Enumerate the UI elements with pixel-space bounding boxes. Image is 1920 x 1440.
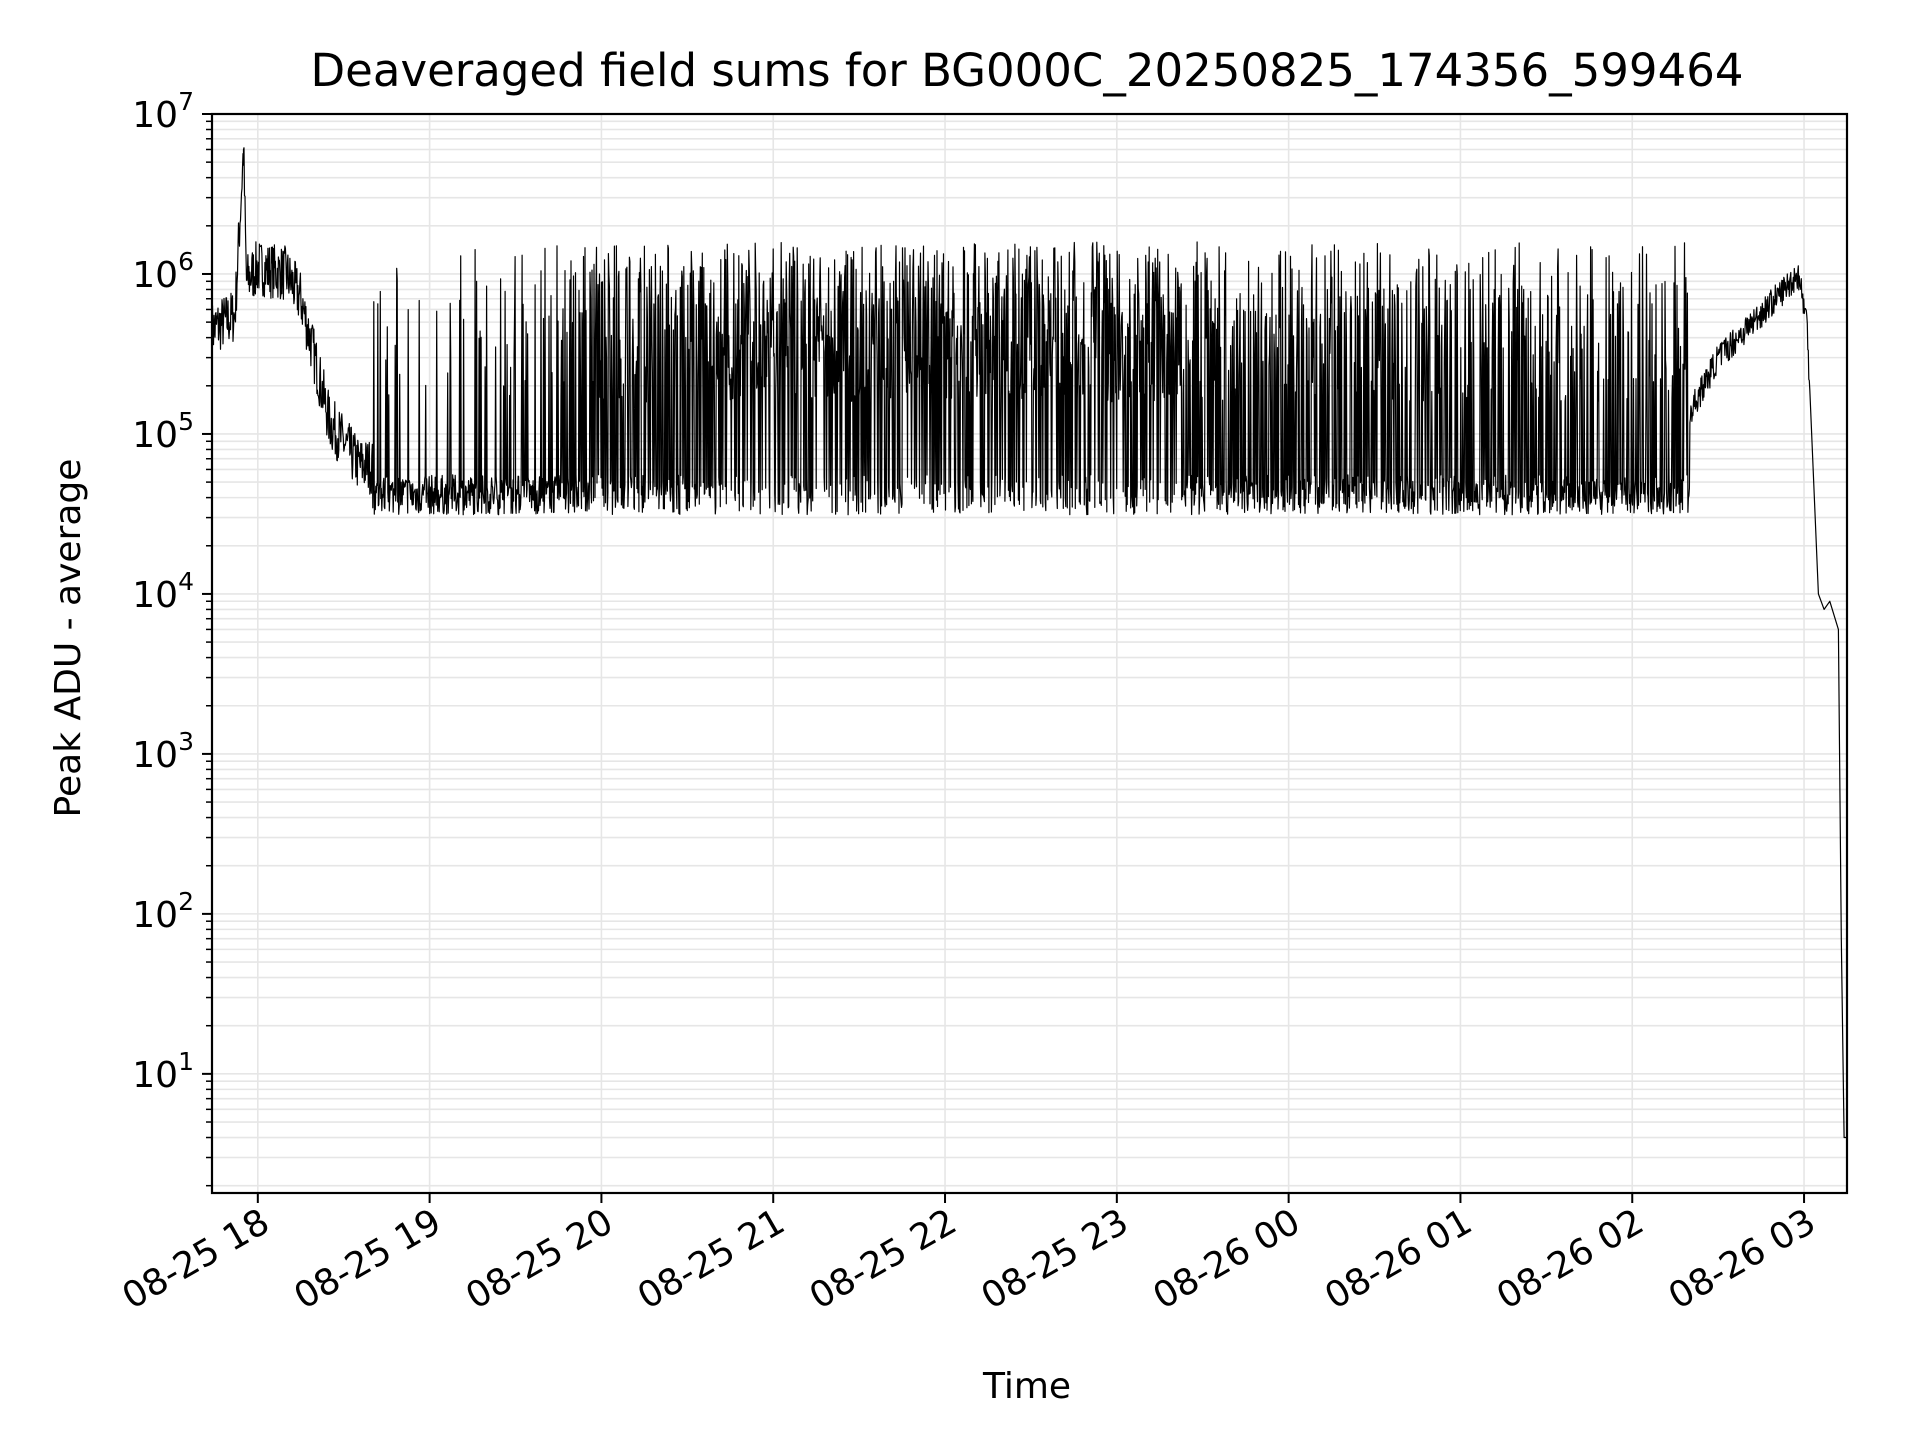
y-tick-label: 101 (132, 1047, 194, 1096)
y-tick-label: 105 (132, 407, 194, 456)
y-tick-label: 103 (132, 727, 194, 776)
series-layer (211, 147, 1847, 1139)
y-tick-label: 106 (132, 247, 194, 296)
y-tick-label: 104 (132, 567, 194, 616)
data-series-line (211, 147, 1847, 1139)
x-axis-label: Time (982, 1366, 1071, 1407)
y-tick-label: 107 (132, 87, 194, 136)
chart-title: Deaveraged field sums for BG000C_2025082… (311, 44, 1744, 97)
y-tick-label: 102 (132, 887, 194, 936)
plot-frame (210, 112, 1849, 1195)
y-axis-label: Peak ADU - average (48, 459, 89, 818)
